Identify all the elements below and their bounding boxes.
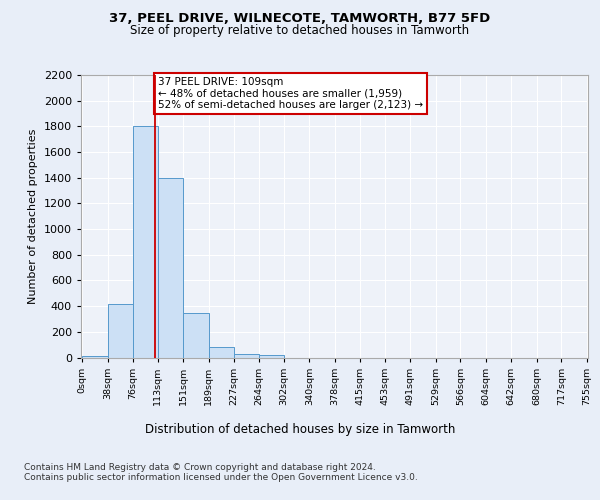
Y-axis label: Number of detached properties: Number of detached properties bbox=[28, 128, 38, 304]
Bar bbox=[234, 354, 259, 358]
Bar bbox=[108, 304, 133, 358]
Text: 37, PEEL DRIVE, WILNECOTE, TAMWORTH, B77 5FD: 37, PEEL DRIVE, WILNECOTE, TAMWORTH, B77… bbox=[109, 12, 491, 26]
Text: Distribution of detached houses by size in Tamworth: Distribution of detached houses by size … bbox=[145, 422, 455, 436]
Bar bbox=[183, 312, 209, 358]
Bar bbox=[259, 355, 284, 358]
Bar bbox=[133, 126, 158, 358]
Text: Contains public sector information licensed under the Open Government Licence v3: Contains public sector information licen… bbox=[24, 474, 418, 482]
Text: Size of property relative to detached houses in Tamworth: Size of property relative to detached ho… bbox=[130, 24, 470, 37]
Text: Contains HM Land Registry data © Crown copyright and database right 2024.: Contains HM Land Registry data © Crown c… bbox=[24, 462, 376, 471]
Text: 37 PEEL DRIVE: 109sqm
← 48% of detached houses are smaller (1,959)
52% of semi-d: 37 PEEL DRIVE: 109sqm ← 48% of detached … bbox=[158, 77, 423, 110]
Bar bbox=[209, 347, 234, 358]
Bar bbox=[82, 356, 108, 358]
Bar bbox=[158, 178, 183, 358]
